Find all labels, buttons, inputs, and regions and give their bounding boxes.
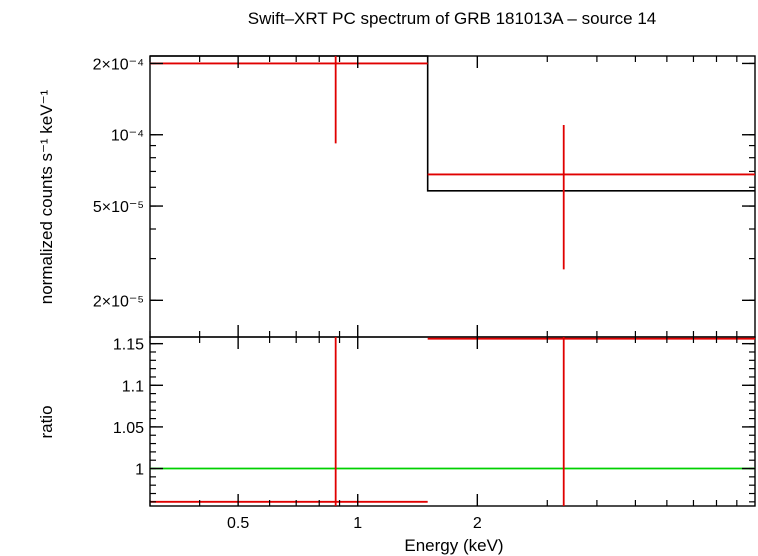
- x-tick-label: 0.5: [227, 515, 249, 532]
- spectrum-panel: 2×10⁻⁴ 10⁻⁴ 5×10⁻⁵ 2×10⁻⁵ normalized counts…: [37, 55, 756, 338]
- data-point-2: [427, 337, 755, 506]
- ratio-plot-frame: [149, 336, 756, 507]
- x-tick-label: 1: [353, 515, 362, 532]
- y-tick-label: 10⁻⁴: [111, 128, 144, 145]
- y-tick-label: 5×10⁻⁵: [93, 199, 144, 216]
- spectrum-y-axis-label: normalized counts s⁻¹ keV⁻¹: [37, 89, 56, 304]
- chart-title: Swift–XRT PC spectrum of GRB 181013A – s…: [248, 9, 657, 28]
- data-point-2: [427, 124, 755, 270]
- x-tick-label: 2: [473, 515, 482, 532]
- spectrum-data-points: [150, 56, 755, 270]
- ratio-y-axis-label: ratio: [37, 405, 56, 438]
- spectrum-x-ticks: [149, 56, 738, 337]
- data-point-1: [150, 56, 428, 144]
- model-steps: [150, 55, 755, 192]
- spectrum-y-ticks: 2×10⁻⁴ 10⁻⁴ 5×10⁻⁵ 2×10⁻⁵: [93, 56, 755, 310]
- ratio-panel: 1.15 1.1 1.05 1 0.5 1 2 ratio Energy (keV): [37, 336, 756, 555]
- y-tick-label: 2×10⁻⁵: [93, 293, 144, 310]
- model-step-line: [150, 55, 755, 192]
- y-tick-label: 1.1: [122, 378, 144, 395]
- y-tick-label: 1.15: [113, 337, 144, 354]
- spectrum-plot-frame: [149, 55, 756, 338]
- y-tick-label: 1: [135, 462, 144, 479]
- x-axis-label: Energy (keV): [404, 536, 503, 555]
- ratio-data-points: [150, 337, 755, 506]
- ratio-y-ticks: 1.15 1.1 1.05 1: [113, 337, 755, 503]
- ratio-x-ticks: 0.5 1 2: [149, 337, 738, 532]
- y-tick-label: 2×10⁻⁴: [93, 56, 144, 73]
- y-tick-label: 1.05: [113, 420, 144, 437]
- data-point-1: [150, 337, 428, 506]
